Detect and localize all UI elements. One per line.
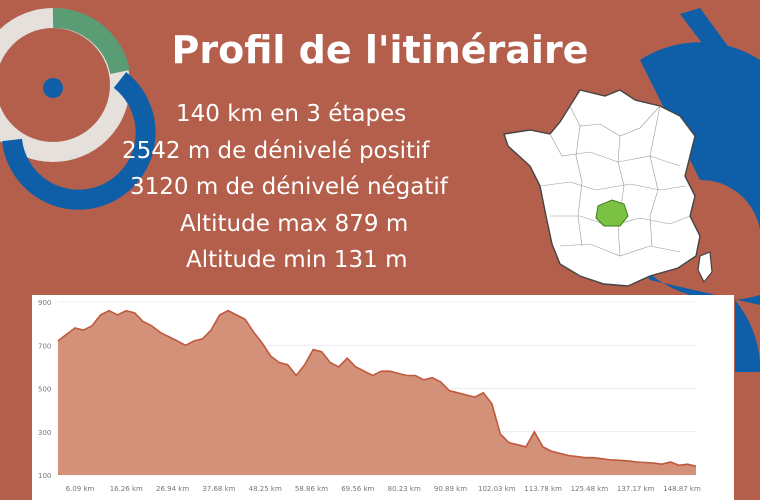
x-tick-label: 58.86 km [295, 485, 328, 493]
x-tick-label: 80.23 km [388, 485, 421, 493]
x-tick-label: 148.87 km [663, 485, 701, 493]
corsica-outline [697, 251, 713, 284]
blue-diagonal-band [680, 8, 760, 120]
france-map [503, 89, 713, 287]
stat-positive-elevation: 2542 m de dénivelé positif [122, 137, 430, 164]
elevation-line [57, 309, 697, 468]
y-tick-label: 500 [38, 386, 51, 394]
x-tick-label: 137.17 km [617, 485, 655, 493]
highlighted-department [595, 199, 629, 227]
y-tick-label: 300 [38, 429, 51, 437]
blue-arc-lower [735, 300, 760, 372]
x-tick-label: 26.94 km [156, 485, 189, 493]
blue-arc-right [640, 42, 760, 230]
donut-green-segment [52, 7, 130, 75]
x-tick-label: 6.09 km [66, 485, 95, 493]
x-tick-label: 113.78 km [524, 485, 562, 493]
france-outline [503, 89, 701, 287]
page-title: Profil de l'itinéraire [171, 28, 589, 72]
route-stats: 140 km en 3 étapes 2542 m de dénivelé po… [110, 96, 500, 279]
y-tick-label: 100 [38, 472, 51, 480]
stat-distance: 140 km en 3 étapes [176, 101, 407, 127]
stat-negative-elevation: 3120 m de dénivelé négatif [130, 174, 448, 200]
stat-max-altitude: Altitude max 879 m [180, 210, 409, 237]
x-tick-label: 102.03 km [478, 485, 516, 493]
x-tick-label: 16.26 km [110, 485, 143, 493]
y-tick-label: 700 [38, 342, 51, 350]
stat-min-altitude: Altitude min 131 m [186, 247, 408, 273]
elevation-area [58, 310, 696, 475]
donut-center-dot [43, 78, 63, 98]
x-tick-label: 90.89 km [434, 485, 467, 493]
elevation-profile-chart: 100 300 500 700 900 6.09 km 16.26 km 26.94 km 37… [32, 295, 734, 500]
department-borders [539, 105, 691, 257]
elevation-chart-svg: 100 300 500 700 900 6.09 km 16.26 km 26.94 km 37… [38, 299, 701, 493]
x-tick-label: 125.48 km [571, 485, 609, 493]
x-tick-label: 69.56 km [341, 485, 374, 493]
y-tick-label: 900 [38, 299, 51, 307]
x-tick-label: 37.68 km [202, 485, 235, 493]
donut-blue-segment [2, 72, 156, 210]
x-tick-label: 48.25 km [249, 485, 282, 493]
